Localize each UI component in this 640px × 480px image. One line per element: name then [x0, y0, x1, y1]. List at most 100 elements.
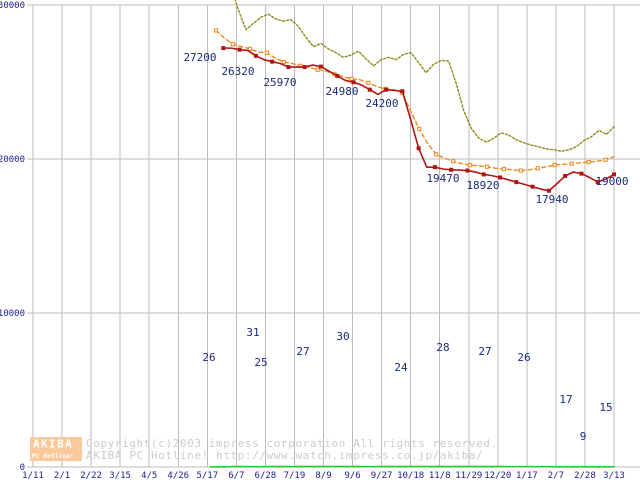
- x-axis-tick-label: 11/8: [429, 471, 451, 480]
- data-point-marker: [213, 28, 219, 33]
- site-url-line: AKIBA PC Hotline! http://www.watch.impre…: [86, 449, 483, 462]
- y-axis-tick-label: 10000: [0, 309, 25, 319]
- x-axis-tick-label: 9/27: [371, 471, 393, 480]
- data-labels: 27200 26320 25970 24980 24200 19470 18920 17940…: [183, 51, 628, 443]
- data-point-marker: [603, 157, 608, 162]
- data-point-label: 19000: [595, 175, 628, 188]
- data-point-label: 25970: [263, 76, 296, 89]
- data-point-marker: [230, 42, 236, 47]
- x-axis-tick-label: 1/17: [516, 471, 538, 480]
- data-point-marker: [302, 65, 307, 70]
- akiba-logo-background: [30, 437, 82, 450]
- data-point-marker: [514, 180, 519, 185]
- data-point-marker: [349, 76, 354, 82]
- data-point-marker: [286, 65, 291, 70]
- x-axis-tick-label: 6/28: [255, 471, 277, 480]
- data-point-marker: [501, 166, 507, 172]
- series-upper-olive-dotted: [234, 0, 615, 152]
- y-axis-tick-label: 0: [20, 463, 25, 473]
- data-point-marker: [535, 166, 540, 171]
- data-point-label: 19470: [426, 172, 459, 185]
- data-point-marker: [449, 167, 454, 172]
- watermark: AKIBA PC Hotline! Copyright(c)2003 impress…: [30, 437, 498, 462]
- data-point-label: 9: [580, 430, 587, 443]
- x-axis-tick-label: 4/5: [141, 471, 157, 480]
- data-point-marker: [318, 64, 323, 69]
- x-axis-tick-label: 11/29: [455, 471, 482, 480]
- data-point-marker: [595, 180, 600, 185]
- x-axis-tick-label: 10/18: [397, 471, 424, 480]
- data-point-marker: [579, 171, 584, 176]
- data-point-marker: [351, 80, 356, 85]
- x-axis-tick-label: 2/1: [54, 471, 70, 480]
- akiba-logo-subtext: PC Hotline!: [32, 453, 74, 460]
- x-axis-tick-label: 7/19: [284, 471, 306, 480]
- data-point-marker: [465, 168, 470, 173]
- y-axis-tick-label: 30000: [0, 1, 25, 11]
- data-point-marker: [366, 80, 371, 85]
- data-point-marker: [586, 159, 591, 165]
- data-point-marker: [484, 164, 490, 169]
- series-line: [234, 0, 615, 152]
- data-point-marker: [498, 175, 503, 180]
- data-point-label: 31: [246, 326, 259, 339]
- x-axis-tick-label: 5/17: [196, 471, 218, 480]
- data-point-marker: [400, 89, 405, 94]
- data-point-marker: [264, 50, 269, 55]
- series-lower-darkred-solid: [221, 46, 616, 193]
- x-axis-tick-label: 6/7: [228, 471, 244, 480]
- data-point-marker: [481, 172, 486, 177]
- data-point-marker: [530, 184, 535, 189]
- data-point-marker: [221, 46, 226, 51]
- data-point-marker: [315, 67, 320, 72]
- data-point-marker: [569, 161, 574, 166]
- data-point-marker: [367, 87, 372, 92]
- data-point-marker: [253, 53, 258, 58]
- x-axis-tick-label: 8/9: [315, 471, 331, 480]
- data-point-marker: [281, 59, 286, 65]
- x-axis-tick-label: 2/7: [548, 471, 564, 480]
- data-point-marker: [451, 159, 456, 164]
- y-axis-tick-label: 20000: [0, 155, 25, 165]
- x-axis-tick-label: 4/26: [167, 471, 189, 480]
- x-axis-tick-label: 2/28: [574, 471, 596, 480]
- data-point-label: 26: [517, 351, 530, 364]
- data-point-marker: [563, 173, 568, 178]
- copyright-line: Copyright(c)2003 impress corporation All…: [86, 437, 498, 450]
- data-point-label: 24980: [325, 85, 358, 98]
- data-point-marker: [434, 152, 439, 157]
- data-point-label: 28: [436, 341, 449, 354]
- akiba-logo-text: AKIBA: [33, 438, 73, 451]
- x-axis-ticks: 1/11 2/1 2/22 3/15 4/5 4/26 5/17 6/7 6/28 7/19 8/9…: [22, 471, 625, 480]
- data-series: [209, 0, 616, 468]
- data-point-label: 27200: [183, 51, 216, 64]
- data-point-label: 24200: [365, 97, 398, 110]
- data-point-marker: [467, 163, 473, 168]
- data-point-marker: [612, 172, 616, 177]
- x-axis-tick-label: 1/11: [22, 471, 44, 480]
- data-point-label: 17: [559, 393, 572, 406]
- x-axis-tick-label: 3/15: [109, 471, 131, 480]
- data-point-label: 26: [202, 351, 215, 364]
- data-point-label: 15: [599, 401, 612, 414]
- akiba-logo-sub-background: [30, 450, 82, 461]
- x-axis-tick-label: 12/20: [484, 471, 511, 480]
- data-point-label: 27: [296, 345, 309, 358]
- data-point-label: 27: [478, 345, 491, 358]
- data-point-label: 18920: [466, 179, 499, 192]
- x-axis-tick-label: 9/6: [344, 471, 360, 480]
- data-point-marker: [416, 146, 421, 151]
- y-axis-ticks: 0 10000 20000 30000: [0, 1, 25, 473]
- data-point-marker: [417, 126, 422, 132]
- data-point-marker: [247, 46, 252, 51]
- data-point-marker: [518, 168, 523, 173]
- data-point-label: 30: [336, 330, 349, 343]
- data-point-label: 17940: [535, 193, 568, 206]
- data-point-marker: [384, 87, 389, 92]
- data-point-marker: [552, 163, 557, 168]
- x-axis-tick-label: 3/13: [603, 471, 625, 480]
- data-point-marker: [335, 73, 340, 78]
